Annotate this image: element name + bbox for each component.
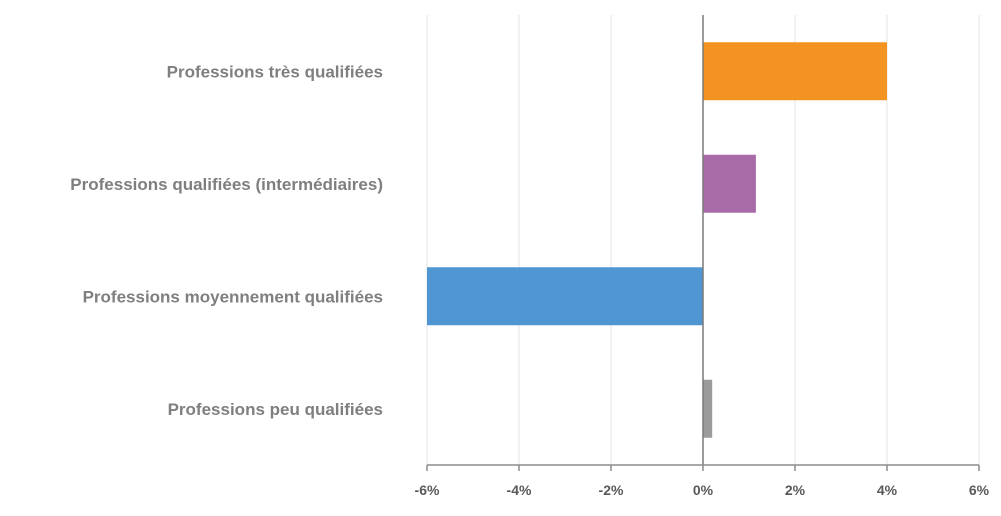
tick-labels: -6% -4% -2% 0% 2% 4% 6% — [415, 482, 990, 498]
x-tick-label-2: -2% — [599, 482, 624, 498]
x-tick-label-5: 4% — [877, 482, 898, 498]
x-tick-label-3: 0% — [693, 482, 714, 498]
bar-2 — [703, 154, 756, 213]
bars — [427, 42, 887, 438]
bar-1 — [703, 42, 887, 101]
x-tick-label-6: 6% — [969, 482, 990, 498]
x-tick-label-4: 2% — [785, 482, 806, 498]
axes — [426, 15, 980, 471]
category-label-1: Professions très qualifiées — [167, 62, 383, 81]
category-labels: Professions très qualifiées Professions q… — [70, 62, 383, 419]
category-label-3: Professions moyennement qualifiées — [83, 287, 383, 306]
category-label-2: Professions qualifiées (intermédiaires) — [70, 175, 383, 194]
category-label-4: Professions peu qualifiées — [168, 400, 383, 419]
x-tick-label-0: -6% — [415, 482, 440, 498]
x-tick-label-1: -4% — [507, 482, 532, 498]
bar-4 — [703, 379, 713, 438]
bar-3 — [427, 267, 703, 326]
